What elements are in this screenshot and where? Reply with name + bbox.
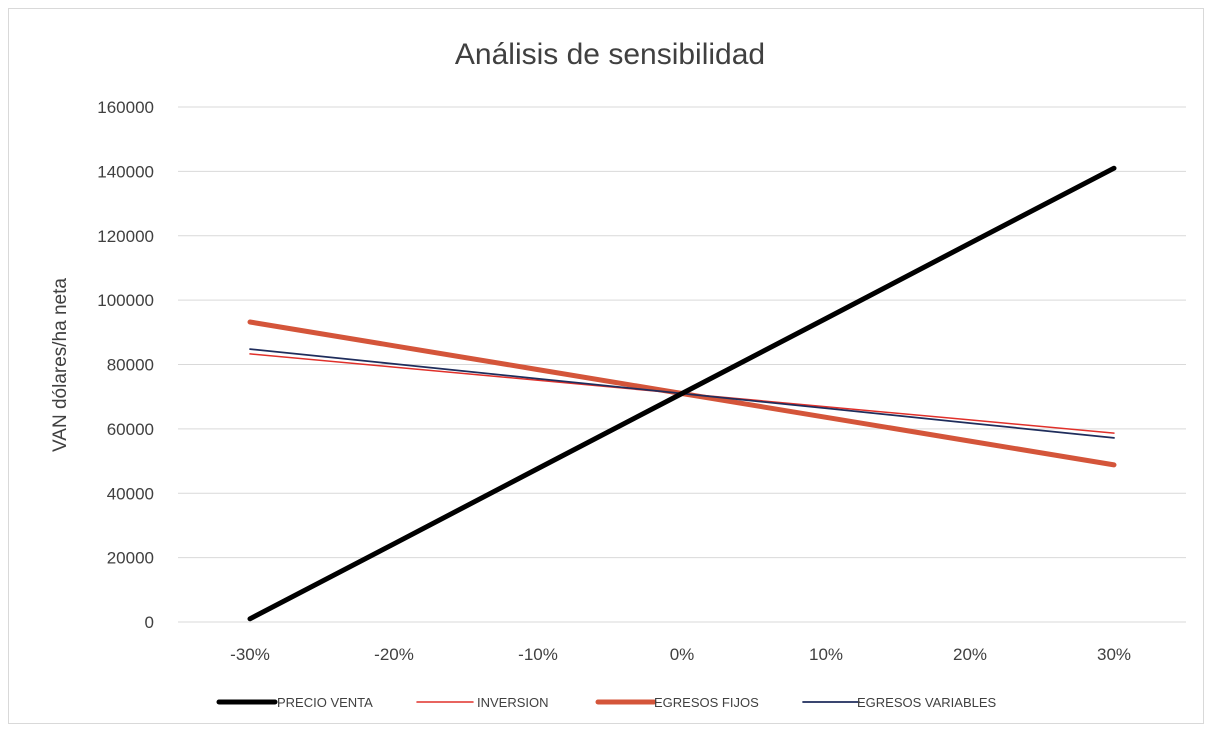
x-axis-ticks: -30% -20% -10% 0% 10% 20% 30% [230,645,1131,664]
legend-label: INVERSION [477,695,549,710]
y-tick-label: 120000 [97,227,154,246]
series-line-precio-venta [247,165,1117,622]
y-tick-label: 60000 [107,420,154,439]
x-tick-label: -20% [374,645,414,664]
x-tick-label: 10% [809,645,843,664]
y-tick-label: 160000 [97,98,154,117]
y-tick-label: 40000 [107,484,154,503]
chart-title: Análisis de sensibilidad [455,38,765,71]
legend-label: EGRESOS FIJOS [654,695,759,710]
y-axis-label: VAN dólares/ha neta [50,278,71,452]
y-tick-label: 80000 [107,356,154,375]
x-tick-label: 30% [1097,645,1131,664]
y-tick-label: 140000 [97,162,154,181]
y-tick-label: 100000 [97,291,154,310]
y-tick-label: 20000 [107,549,154,568]
x-tick-label: -10% [518,645,558,664]
series-lines [247,165,1117,622]
legend: PRECIO VENTA INVERSION EGRESOS FIJOS EGRESO… [216,695,997,710]
x-tick-label: -30% [230,645,270,664]
x-tick-label: 0% [670,645,695,664]
gridlines [178,106,1186,623]
chart-frame [8,8,1204,724]
y-tick-label: 0 [145,613,154,632]
legend-label: PRECIO VENTA [277,695,373,710]
legend-label: EGRESOS VARIABLES [857,695,997,710]
y-axis-ticks: 0 20000 40000 60000 80000 100000 120000 140000 1… [97,98,154,632]
x-tick-label: 20% [953,645,987,664]
